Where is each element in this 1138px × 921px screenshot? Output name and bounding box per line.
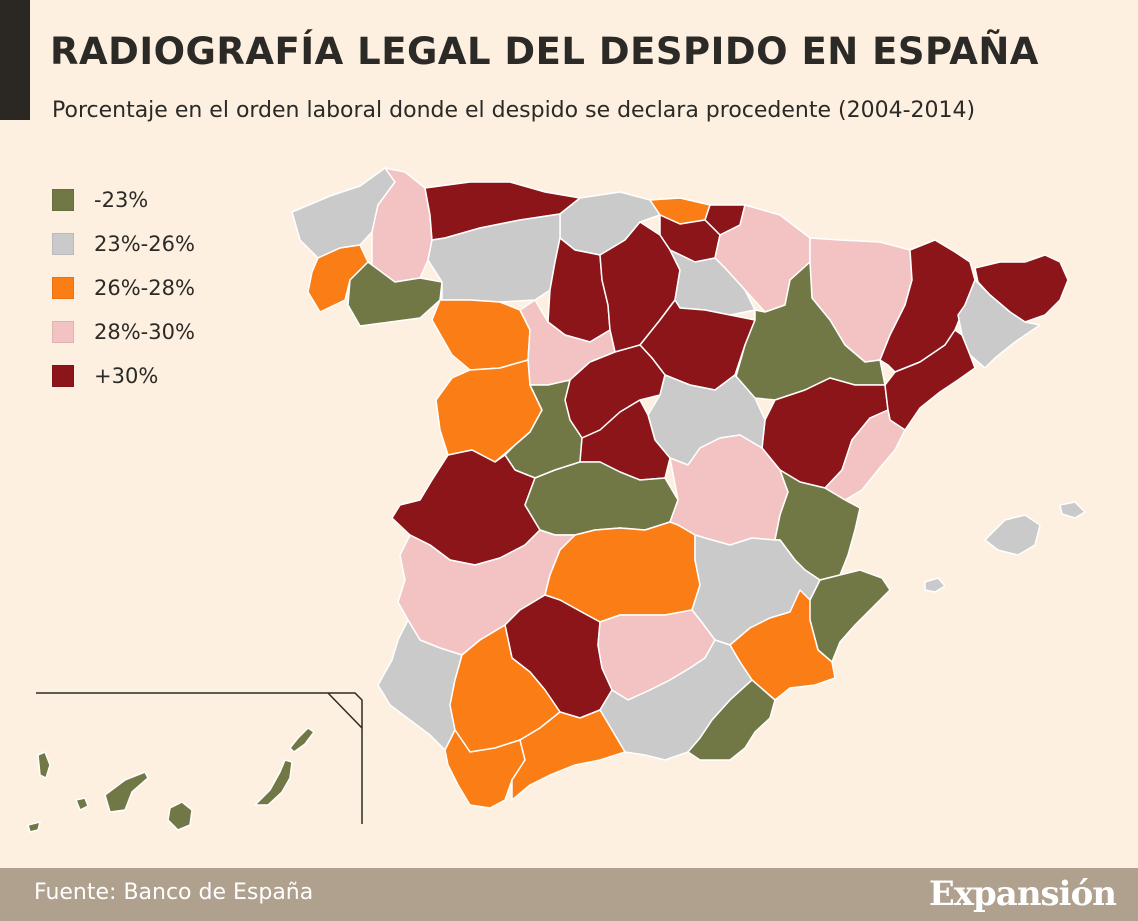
province-zamora — [431, 299, 531, 371]
province-almeria — [687, 679, 776, 761]
legend-label: 23%-26% — [94, 232, 195, 256]
legend-item: +30% — [52, 354, 195, 398]
province-cadiz — [444, 729, 526, 809]
map-legend: -23% 23%-26% 26%-28% 28%-30% +30% — [52, 178, 195, 398]
canary-la-gomera — [75, 797, 89, 811]
balearic-ibiza — [924, 577, 946, 593]
legend-item: 26%-28% — [52, 266, 195, 310]
legend-swatch — [52, 233, 74, 255]
province-tarragona — [884, 329, 976, 431]
balearic-mallorca — [984, 514, 1041, 556]
province-barcelona — [957, 279, 1041, 369]
page-subtitle: Porcentaje en el orden laboral donde el … — [52, 98, 976, 123]
canary-la-palma — [37, 751, 51, 779]
legend-item: 28%-30% — [52, 310, 195, 354]
legend-label: +30% — [94, 364, 159, 388]
legend-label: -23% — [94, 188, 149, 212]
canary-lanzarote — [289, 727, 315, 753]
legend-item: 23%-26% — [52, 222, 195, 266]
province-salamanca — [435, 359, 543, 463]
brand-logo: Expansión — [928, 874, 1117, 914]
canary-el-hierro — [27, 821, 41, 833]
province-la-rioja — [669, 249, 756, 316]
title-accent-bar — [0, 0, 30, 120]
source-note: Fuente: Banco de España — [34, 880, 314, 905]
province-pontevedra — [307, 244, 369, 313]
legend-swatch — [52, 277, 74, 299]
canary-tenerife — [104, 771, 149, 813]
legend-item: -23% — [52, 178, 195, 222]
legend-label: 26%-28% — [94, 276, 195, 300]
canary-inset-diagonal — [327, 692, 363, 729]
province-malaga — [511, 709, 626, 801]
legend-swatch — [52, 189, 74, 211]
canary-inset-frame — [36, 692, 363, 824]
legend-swatch — [52, 321, 74, 343]
legend-label: 28%-30% — [94, 320, 195, 344]
canary-gran-canaria — [167, 801, 193, 831]
canary-fuerteventura — [254, 759, 293, 806]
page-title: RADIOGRAFÍA LEGAL DEL DESPIDO EN ESPAÑA — [50, 30, 1039, 73]
province-ourense — [347, 261, 443, 327]
balearic-menorca — [1059, 501, 1086, 519]
province-castellon — [824, 409, 906, 501]
footer-bar: Fuente: Banco de España Expansión — [0, 868, 1138, 921]
legend-swatch — [52, 365, 74, 387]
